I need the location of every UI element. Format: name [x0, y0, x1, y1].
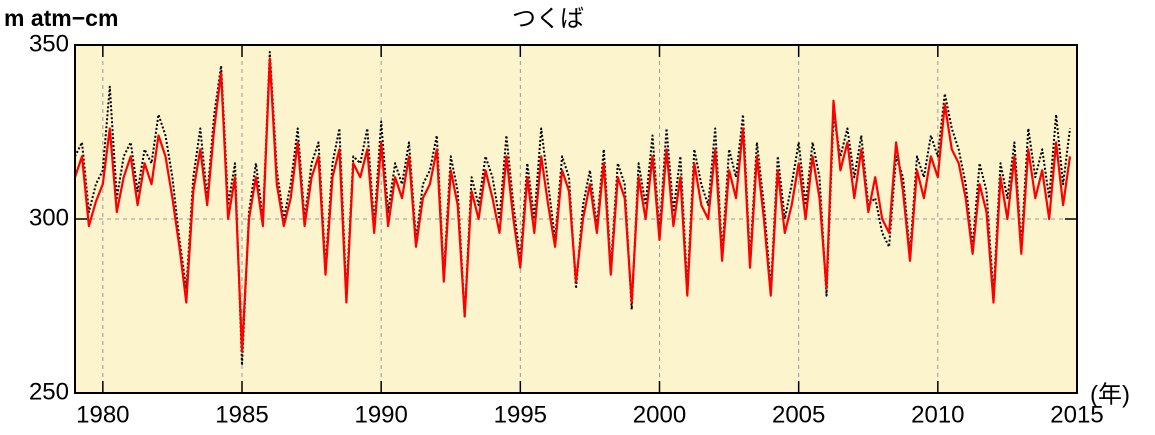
- x-tick-label: 2010: [911, 401, 964, 428]
- y-tick-label: 300: [29, 204, 69, 231]
- x-tick-label: 1985: [215, 401, 268, 428]
- x-tick-label: 1990: [354, 401, 407, 428]
- x-tick-label: 2000: [633, 401, 686, 428]
- x-tick-label: 1995: [494, 401, 547, 428]
- x-tick-label: 1980: [76, 401, 129, 428]
- series-line: [73, 57, 1072, 353]
- y-tick-label: 250: [29, 378, 69, 405]
- y-axis-label: m atm−cm: [4, 5, 118, 31]
- lines: [73, 51, 1072, 367]
- x-tick-label: 2015: [1050, 401, 1103, 428]
- x-tick-label: 2005: [772, 401, 825, 428]
- chart-title: つくば: [512, 5, 584, 32]
- y-tick-label: 350: [29, 30, 69, 57]
- x-axis-label: (年): [1090, 381, 1130, 408]
